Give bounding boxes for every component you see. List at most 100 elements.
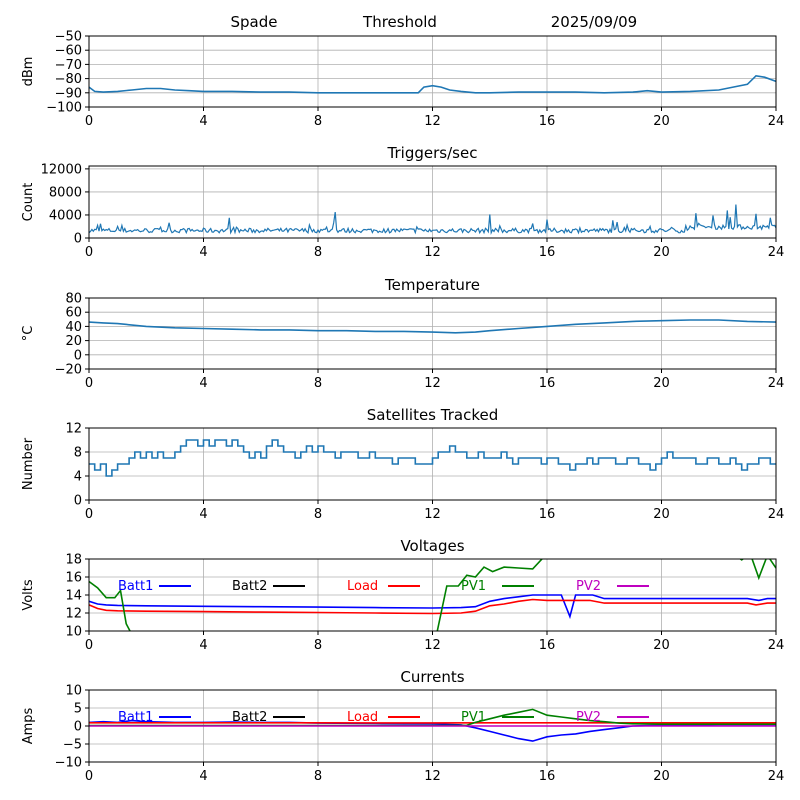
panel-triggers: 0 4 8 12 16 20 24 0 4000 8000 12000 Count Triggers/s… (21, 144, 784, 260)
plot-area (89, 559, 776, 631)
x-tick-label: 8 (314, 769, 322, 784)
x-tick-label: 0 (85, 376, 93, 391)
y-tick-label: 40 (65, 320, 82, 335)
x-tick-label: 20 (653, 638, 670, 653)
x-tick-label: 4 (199, 507, 207, 522)
series-line (89, 74, 776, 94)
x-tick-label: 20 (653, 507, 670, 522)
y-tick-label: 8000 (49, 185, 82, 200)
x-tick-label: 0 (85, 114, 93, 129)
y-tick-label: 8 (74, 446, 82, 461)
panel-title: Temperature (384, 276, 480, 294)
x-tick-label: 12 (424, 376, 441, 391)
x-tick-label: 24 (768, 507, 785, 522)
x-tick-label: 24 (768, 245, 785, 260)
x-tick-label: 20 (653, 245, 670, 260)
x-tick-label: 24 (768, 638, 785, 653)
x-tick-label: 20 (653, 769, 670, 784)
legend-label-load: Load (347, 579, 378, 594)
x-tick-label: 12 (424, 245, 441, 260)
x-tick-label: 16 (539, 245, 556, 260)
header-site: Spade (231, 13, 278, 31)
x-tick-label: 16 (539, 507, 556, 522)
x-tick-label: 16 (539, 114, 556, 129)
x-tick-label: 12 (424, 507, 441, 522)
y-tick-label: −80 (55, 72, 82, 87)
panel-title: Currents (400, 668, 464, 686)
x-tick-label: 8 (314, 114, 322, 129)
x-tick-label: 4 (199, 769, 207, 784)
y-tick-label: 4 (74, 470, 82, 485)
panel-title: Satellites Tracked (367, 406, 498, 424)
x-tick-label: 20 (653, 114, 670, 129)
panel-currents: 0 4 8 12 16 20 24 −10 −5 0 5 10 Amps Currents Batt1 Bat… (21, 668, 784, 784)
y-tick-label: 10 (65, 684, 82, 699)
y-tick-label: −60 (55, 44, 82, 59)
y-tick-label: 16 (65, 571, 82, 586)
y-tick-label: 20 (65, 334, 82, 349)
y-axis-label: Volts (21, 579, 36, 611)
x-tick-label: 0 (85, 638, 93, 653)
series-line-batt1 (89, 594, 776, 620)
legend-label-pv2: PV2 (576, 579, 601, 594)
y-tick-label: 4000 (49, 208, 82, 223)
legend-label-load: Load (347, 710, 378, 725)
y-tick-label: 60 (65, 306, 82, 321)
y-tick-label: −20 (55, 363, 82, 378)
series-line (89, 204, 776, 235)
y-axis-label: dBm (21, 57, 36, 87)
y-tick-label: 5 (74, 702, 82, 717)
x-tick-label: 20 (653, 376, 670, 391)
x-tick-label: 4 (199, 376, 207, 391)
y-axis-label: Amps (21, 707, 36, 744)
plot-area (89, 708, 776, 742)
legend-label-batt1: Batt1 (118, 579, 153, 594)
y-tick-label: −70 (55, 58, 82, 73)
panel-title: Triggers/sec (387, 144, 478, 162)
y-axis-label: Number (21, 437, 36, 490)
legend-label-pv1: PV1 (461, 710, 486, 725)
panel-voltages: 0 4 8 12 16 20 24 10 12 14 16 18 Volts Voltages Batt1 B… (21, 537, 784, 653)
panel-satellites: 0 4 8 12 16 20 24 0 4 8 12 Number Satellites Tracked (21, 406, 784, 522)
plot-area (89, 439, 776, 477)
y-tick-label: 80 (65, 292, 82, 307)
x-tick-label: 4 (199, 638, 207, 653)
x-tick-label: 0 (85, 769, 93, 784)
x-tick-label: 12 (424, 638, 441, 653)
y-tick-label: 0 (74, 720, 82, 735)
y-tick-label: 12000 (41, 162, 82, 177)
y-tick-label: −100 (46, 101, 82, 116)
panel-title: Voltages (400, 537, 464, 555)
x-tick-label: 12 (424, 769, 441, 784)
y-tick-label: −50 (55, 30, 82, 45)
header-mode: Threshold (362, 13, 437, 31)
x-tick-label: 0 (85, 245, 93, 260)
panel-signal: 0 4 8 12 16 20 24 −100−90−80−70−60−50 dBm (21, 30, 784, 130)
y-tick-label: 0 (74, 232, 82, 247)
y-tick-label: −90 (55, 86, 82, 101)
legend-label-batt1: Batt1 (118, 710, 153, 725)
x-tick-label: 8 (314, 245, 322, 260)
x-tick-label: 16 (539, 376, 556, 391)
x-tick-label: 24 (768, 114, 785, 129)
x-tick-label: 8 (314, 638, 322, 653)
plot-area (89, 204, 776, 235)
legend-label-batt2: Batt2 (232, 579, 267, 594)
y-tick-label: 14 (65, 589, 82, 604)
series-line-load (89, 598, 776, 615)
x-tick-label: 24 (768, 769, 785, 784)
y-axis-label: Count (21, 183, 36, 222)
y-tick-label: 0 (74, 494, 82, 509)
header-date: 2025/09/09 (551, 13, 637, 31)
x-tick-label: 8 (314, 507, 322, 522)
y-tick-label: 12 (65, 607, 82, 622)
plot-area (89, 74, 776, 94)
y-tick-label: 12 (65, 422, 82, 437)
x-tick-label: 8 (314, 376, 322, 391)
series-line (89, 319, 776, 334)
legend-label-pv2: PV2 (576, 710, 601, 725)
plot-area (89, 319, 776, 334)
x-tick-label: 4 (199, 245, 207, 260)
